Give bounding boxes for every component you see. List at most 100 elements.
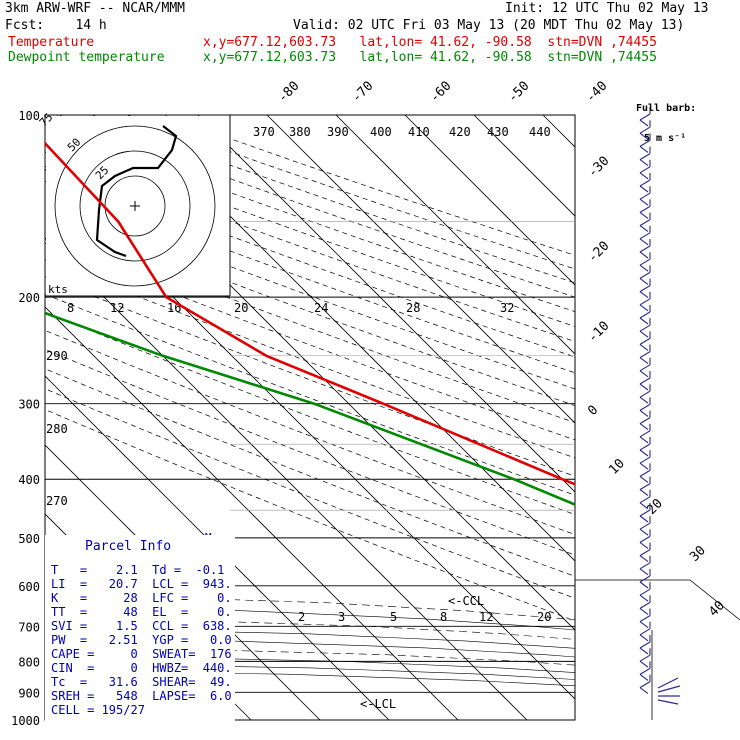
parcel-info-row: PW = 2.51 YGP = 0.0 (51, 633, 232, 647)
wind-barb (639, 278, 651, 299)
wind-barb (639, 569, 651, 589)
theta-tick-label: 400 (370, 125, 392, 139)
barb-frame (575, 579, 740, 621)
wind-barb (639, 173, 651, 193)
wind-barb (639, 437, 651, 457)
dewpoint-legend-info: x,y=677.12,603.73 lat,lon= 41.62, -90.58… (203, 50, 657, 65)
wind-barb (639, 344, 651, 365)
theta-tick-label: 290 (46, 349, 68, 363)
wind-barb (639, 252, 651, 272)
isotherm-tick-label: -20 (585, 239, 612, 266)
parcel-info-row: CELL = 195/27 (51, 703, 145, 717)
theta-tick-label: 390 (327, 125, 349, 139)
temperature-profile (45, 141, 575, 486)
wind-barb (639, 199, 651, 219)
isotherm-tick-label: -80 (275, 79, 302, 106)
isotherm-tick-label: 30 (687, 543, 709, 565)
pressure-tick-label: 900 (18, 686, 40, 700)
parcel-info-row: K = 28 LFC = 0. (51, 591, 232, 605)
theta-tick-label: 380 (289, 125, 311, 139)
pressure-tick-label: 700 (18, 620, 40, 634)
dry-adiabat-line (45, 329, 575, 535)
hodograph-ring (79, 150, 191, 262)
theta-tick-label: 430 (487, 125, 509, 139)
wind-barb (639, 384, 651, 404)
isotherm-line (542, 115, 575, 148)
parcel-info-row: Tc = 31.6 SHEAR= 49. (51, 675, 232, 689)
dry-adiabat-line (45, 293, 575, 496)
pressure-tick-label: 300 (18, 398, 40, 412)
wind-barb (639, 595, 651, 615)
isotherm-line (612, 115, 740, 720)
mixing-ratio-label: 2 (298, 610, 305, 624)
hodograph-speed-label: 12 (110, 301, 124, 315)
parcel-info-row: T = 2.1 Td = -0.1 (51, 563, 225, 577)
parcel-info-row: SVI = 1.5 CCL = 638. (51, 619, 232, 633)
pressure-tick-label: 100 (18, 109, 40, 123)
pressure-tick-label: 500 (18, 532, 40, 546)
wind-barb (639, 674, 651, 695)
barb-legend: Full barb: 5 m s⁻¹ (636, 84, 696, 164)
mixing-ratio-label: 5 (390, 610, 397, 624)
temperature-legend-info: x,y=677.12,603.73 lat,lon= 41.62, -90.58… (203, 35, 657, 50)
wind-barb (639, 635, 651, 655)
wind-barb (639, 225, 651, 246)
isotherm-line (45, 306, 459, 720)
wind-barb (639, 555, 651, 576)
wind-barb (639, 621, 651, 642)
barb-legend-line2: 5 m s⁻¹ (644, 133, 687, 144)
isotherm-line (266, 115, 575, 424)
isotherm-tick-label: -70 (349, 79, 376, 106)
hodograph-speed-label: 24 (314, 301, 328, 315)
parcel-info-row: TT = 48 EL = 0. (51, 605, 232, 619)
wind-barb-cluster (657, 677, 681, 705)
wind-barb (639, 582, 651, 602)
wind-barb (639, 397, 651, 417)
isotherm-line (473, 115, 575, 217)
wind-barb (639, 186, 651, 206)
isotherm-line (45, 375, 390, 720)
wind-barb (639, 331, 651, 351)
moist-adiabat-line (45, 593, 575, 621)
isotherm-tick-label: 10 (606, 456, 628, 478)
wind-barb (639, 107, 651, 127)
isotherm-line (335, 115, 575, 355)
wind-barb (639, 516, 651, 536)
hodograph-speed-label: 32 (500, 301, 514, 315)
wind-barb (639, 120, 651, 140)
mixing-ratio-label: 20 (537, 610, 551, 624)
dewpoint-legend-label: Dewpoint temperature (8, 50, 165, 65)
wind-barb (639, 212, 651, 233)
init-time: Init: 12 UTC Thu 02 May 13 (505, 1, 709, 16)
wind-barb (639, 410, 651, 431)
barb-legend-line1: Full barb: (636, 103, 697, 114)
parcel-info-title: Parcel Info (85, 539, 172, 554)
isotherm-tick-label: -30 (585, 154, 612, 181)
isotherm-tick-label: 0 (585, 403, 601, 419)
hodograph-speed-label: 28 (406, 301, 420, 315)
theta-tick-label: 370 (253, 125, 275, 139)
wind-barb (639, 239, 651, 259)
hodograph-speed-label: 8 (67, 301, 74, 315)
isotherm-tick-label: -10 (585, 319, 612, 346)
mixing-ratio-label: 3 (338, 610, 345, 624)
pressure-tick-label: 200 (18, 291, 40, 305)
pressure-tick-label: 600 (18, 580, 40, 594)
wind-barb (639, 357, 651, 378)
wind-barb (639, 489, 651, 510)
hodograph-speed-label: 20 (234, 301, 248, 315)
ccl-annotation: <-CCL (448, 594, 484, 608)
wind-barb (639, 371, 651, 391)
isotherm-tick-label: -50 (505, 79, 532, 106)
dry-adiabat-line (162, 115, 575, 256)
wind-barb (639, 305, 651, 325)
wind-barb (639, 450, 651, 470)
theta-tick-label: 410 (408, 125, 430, 139)
wind-barb (639, 648, 651, 668)
pressure-tick-label: 1000 (11, 714, 40, 728)
parcel-info-row: CIN = 0 HWBZ= 440. (51, 661, 232, 675)
isotherm-tick-label: 20 (644, 496, 666, 518)
lcl-annotation: <-LCL (360, 697, 396, 711)
wind-barb (639, 318, 651, 338)
